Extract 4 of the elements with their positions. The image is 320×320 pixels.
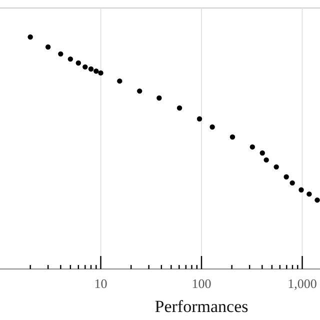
x-axis-title: Performances — [154, 297, 248, 316]
x-tick-label: 10 — [94, 276, 108, 291]
x-tick-label: 100 — [192, 276, 212, 291]
x-tick-label: 1,000 — [288, 276, 317, 291]
